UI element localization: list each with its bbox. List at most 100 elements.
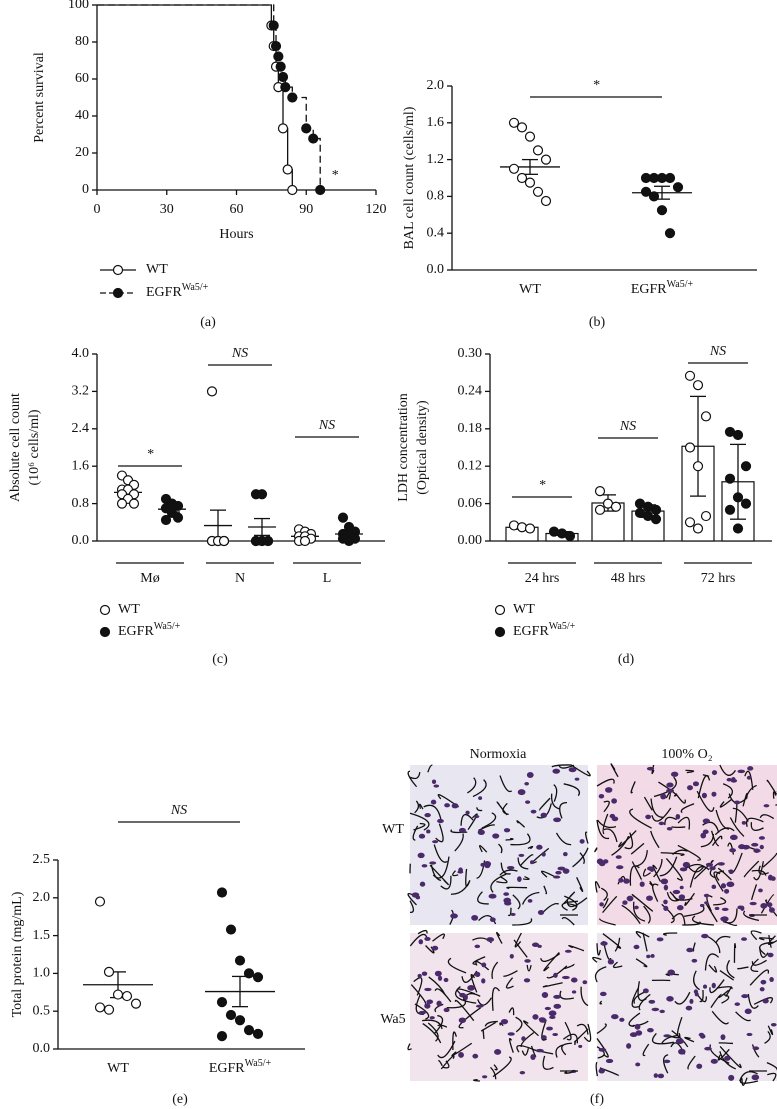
alveolar-wall [407,1043,412,1051]
nucleus [421,971,428,976]
nucleus [424,812,431,818]
alveolar-wall [543,952,560,972]
alveolar-wall [642,868,651,877]
alveolar-wall [503,970,518,977]
alveolar-wall [735,1011,751,1022]
alveolar-wall [513,939,528,958]
nucleus [744,1008,752,1015]
alveolar-wall [709,862,719,879]
nucleus [663,1059,671,1064]
series-name: WT [146,262,168,277]
alveolar-wall [642,1043,650,1057]
alveolar-wall [750,958,759,973]
nucleus [509,953,514,959]
y-axis-label: Percent survival [32,52,47,143]
nucleus [759,844,764,850]
nucleus [711,770,718,776]
alveolar-wall [475,960,490,971]
alveolar-wall [772,791,777,799]
marker [594,504,606,515]
alveolar-wall [527,845,534,850]
nucleus [537,910,545,915]
nucleus [686,947,694,953]
alveolar-wall [413,977,423,996]
nucleus [656,937,664,942]
alveolar-wall [597,819,617,829]
alveolar-wall [409,772,421,780]
y-axis-label: Absolute cell count [8,393,23,502]
alveolar-wall [759,941,775,956]
alveolar-wall [576,1023,589,1035]
alveolar-wall [719,764,737,776]
alveolar-wall [766,1062,777,1071]
nucleus [729,834,738,841]
alveolar-wall [568,944,585,952]
alveolar-wall [521,891,540,905]
alveolar-wall [472,779,487,798]
alveolar-wall [423,804,442,822]
x-tick-label: 72 hrs [701,571,736,586]
y-axis-label: (Optical density) [415,400,430,495]
nucleus [561,975,570,980]
alveolar-wall [663,932,678,936]
nucleus [472,1053,479,1059]
nucleus [701,933,709,939]
x-tick-label: 0 [94,202,101,217]
panel-caption: (e) [172,1092,188,1107]
marker [672,182,684,193]
nucleus [704,901,709,905]
series-label: WT [519,282,541,297]
y-tick-label: 60 [75,71,89,86]
nucleus [759,987,765,992]
nucleus [539,1018,547,1023]
alveolar-wall [516,820,526,828]
nucleus [451,803,459,809]
nucleus [437,818,444,824]
nucleus [443,977,449,983]
alveolar-wall [598,918,616,926]
alveolar-wall [576,877,584,892]
alveolar-wall [631,987,640,1008]
nucleus [429,1016,435,1020]
series-label: EGFRWa5/+ [146,282,209,300]
nucleus [424,987,432,992]
annotation: * [332,168,339,183]
alveolar-wall [414,800,420,814]
nucleus [579,839,585,844]
alveolar-wall [563,891,576,905]
marker [280,82,291,93]
marker [610,501,622,512]
nucleus [540,812,548,818]
alveolar-wall [553,784,558,802]
marker [252,972,264,983]
nucleus [692,781,699,787]
nucleus [458,1052,464,1058]
nucleus [679,885,684,890]
alveolar-wall [447,957,467,974]
alveolar-wall [540,870,556,878]
nucleus [753,848,761,853]
alveolar-wall [594,881,601,893]
alveolar-wall [629,808,652,829]
nucleus [444,803,450,808]
nucleus [767,952,774,958]
marker [732,523,744,534]
nucleus [563,851,568,857]
y-tick-label: 0.4 [427,225,445,240]
y-tick-label: 0.30 [458,346,483,361]
alveolar-wall [660,852,685,856]
y-axis-label: Total protein (mg/mL) [10,891,25,1017]
alveolar-wall [638,993,651,1011]
marker [277,71,289,83]
nucleus [711,791,717,797]
alveolar-wall [499,775,513,793]
marker [540,154,552,165]
marker [270,40,282,52]
nucleus [699,903,705,908]
nucleus [418,1010,426,1015]
legend-marker [99,604,111,616]
nucleus [741,994,749,999]
alveolar-wall [427,764,433,773]
marker [116,498,128,509]
